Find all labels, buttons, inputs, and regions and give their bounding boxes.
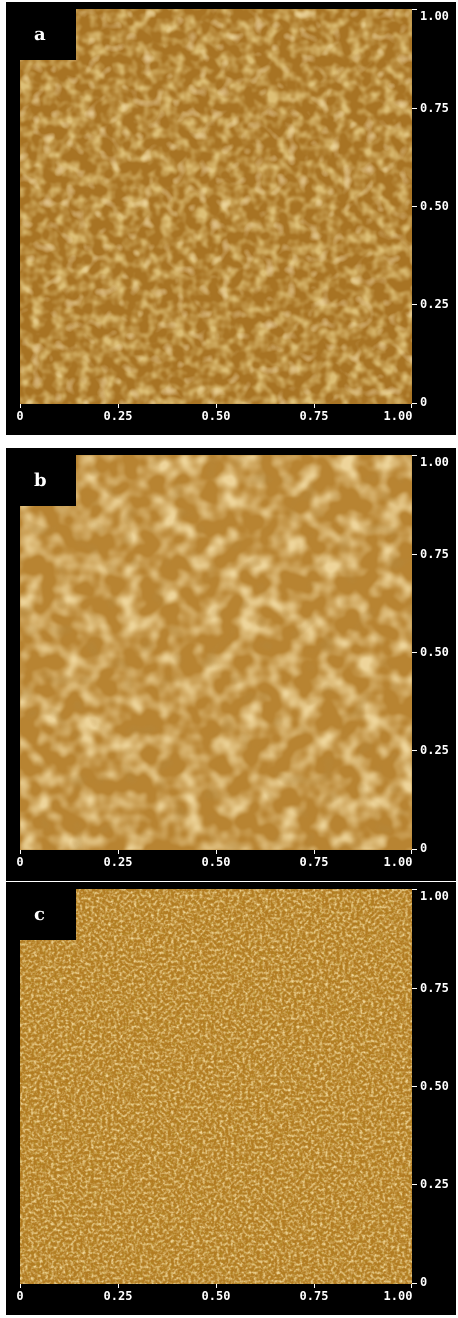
x-tick-label: 0.75	[299, 1289, 329, 1303]
y-axis-tick	[412, 206, 417, 207]
afm-panel-c: c 0 0.25 0.50 0.75 1.00 1.00 0.75 0.50 0…	[6, 882, 456, 1315]
x-tick-label: 0.25	[103, 855, 133, 869]
y-tick-label: 0.75	[420, 101, 449, 115]
x-tick-label: 1.00	[383, 409, 413, 423]
y-tick-label: 0	[420, 1275, 428, 1289]
x-axis-tick	[118, 1284, 119, 1288]
y-axis-tick	[412, 9, 417, 10]
x-tick-label: 0	[16, 1289, 24, 1303]
x-tick-label: 0.50	[201, 409, 231, 423]
y-axis-tick	[412, 652, 417, 653]
y-axis-tick	[412, 304, 417, 305]
panel-label-box	[20, 889, 76, 940]
x-tick-label: 1.00	[383, 855, 413, 869]
x-axis-tick	[118, 850, 119, 854]
x-axis-tick	[314, 850, 315, 854]
panel-label-box	[20, 9, 76, 60]
y-tick-label: 0.75	[420, 547, 449, 561]
afm-image-b	[20, 455, 412, 850]
y-tick-label: 0.25	[420, 297, 449, 311]
y-axis-tick	[412, 849, 417, 850]
x-axis-tick	[20, 850, 21, 854]
y-axis-tick	[412, 108, 417, 109]
x-tick-label: 1.00	[383, 1289, 413, 1303]
afm-panel-a: a 0 0.25 0.50 0.75 1.00 1.00 0.75 0.50 0…	[6, 2, 456, 435]
x-axis-tick	[20, 1284, 21, 1288]
y-tick-label: 0.25	[420, 1177, 449, 1191]
y-tick-label: 1.00	[420, 889, 449, 903]
y-axis-tick	[412, 750, 417, 751]
x-axis-tick	[314, 1284, 315, 1288]
panel-label-box	[20, 455, 76, 506]
y-axis-tick	[412, 988, 417, 989]
afm-image-c	[20, 889, 412, 1284]
y-tick-label: 0.25	[420, 743, 449, 757]
x-axis-tick	[314, 404, 315, 408]
x-axis-tick	[411, 404, 412, 408]
x-axis-tick	[411, 850, 412, 854]
y-axis-tick	[412, 455, 417, 456]
y-tick-label: 0.75	[420, 981, 449, 995]
panel-label: a	[34, 24, 46, 45]
y-axis-tick	[412, 1283, 417, 1284]
afm-image-a	[20, 9, 412, 404]
y-axis-tick	[412, 889, 417, 890]
afm-panel-b: b 0 0.25 0.50 0.75 1.00 1.00 0.75 0.50 0…	[6, 448, 456, 881]
y-axis-tick	[412, 1086, 417, 1087]
y-axis-tick	[412, 403, 417, 404]
x-axis-tick	[411, 1284, 412, 1288]
panel-label: b	[34, 470, 47, 491]
y-tick-label: 0.50	[420, 645, 449, 659]
x-axis-tick	[118, 404, 119, 408]
y-tick-label: 0	[420, 841, 428, 855]
x-tick-label: 0.75	[299, 409, 329, 423]
x-axis-tick	[216, 850, 217, 854]
x-tick-label: 0.25	[103, 1289, 133, 1303]
panel-label: c	[34, 904, 45, 925]
x-tick-label: 0	[16, 409, 24, 423]
x-axis-tick	[216, 404, 217, 408]
y-tick-label: 0	[420, 395, 428, 409]
x-axis-tick	[20, 404, 21, 408]
x-axis-tick	[216, 1284, 217, 1288]
y-axis-tick	[412, 1184, 417, 1185]
y-tick-label: 0.50	[420, 1079, 449, 1093]
y-tick-label: 1.00	[420, 455, 449, 469]
x-tick-label: 0.25	[103, 409, 133, 423]
y-axis-tick	[412, 554, 417, 555]
x-tick-label: 0	[16, 855, 24, 869]
x-tick-label: 0.75	[299, 855, 329, 869]
y-tick-label: 0.50	[420, 199, 449, 213]
y-tick-label: 1.00	[420, 9, 449, 23]
x-tick-label: 0.50	[201, 855, 231, 869]
x-tick-label: 0.50	[201, 1289, 231, 1303]
